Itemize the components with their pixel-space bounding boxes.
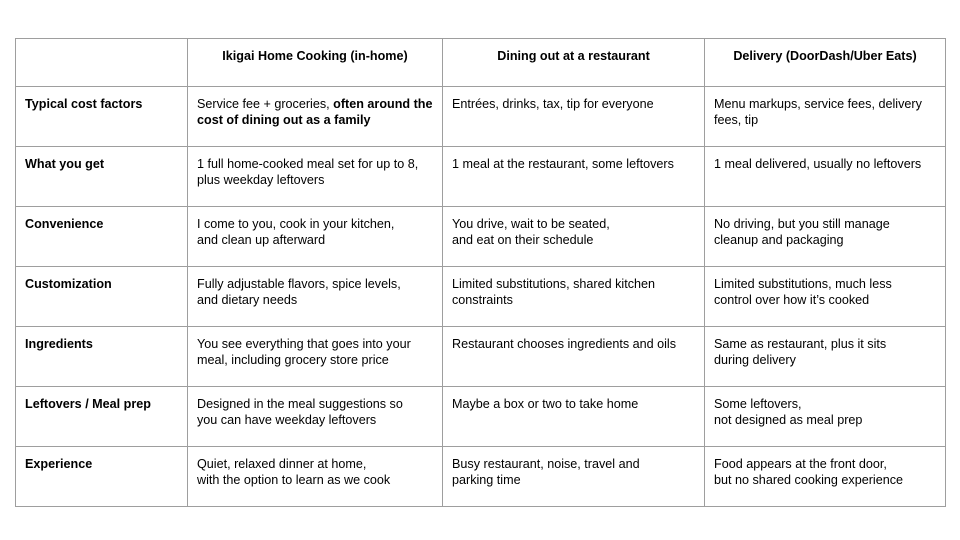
header-delivery: Delivery (DoorDash/Uber Eats) (704, 38, 946, 87)
table-row: Typical cost factors Service fee + groce… (15, 86, 946, 147)
comparison-table: Ikigai Home Cooking (in-home) Dining out… (15, 38, 946, 507)
home-cell: You see everything that goes into your m… (187, 326, 443, 387)
row-label: Experience (15, 446, 188, 507)
home-cell: Designed in the meal suggestions so you … (187, 386, 443, 447)
home-cell: Quiet, relaxed dinner at home, with the … (187, 446, 443, 507)
restaurant-cell: 1 meal at the restaurant, some leftovers (442, 146, 705, 207)
delivery-cell: Food appears at the front door, but no s… (704, 446, 946, 507)
row-label: Customization (15, 266, 188, 327)
table-row: Customization Fully adjustable flavors, … (15, 266, 946, 327)
restaurant-cell: Entrées, drinks, tax, tip for everyone (442, 86, 705, 147)
table-row: Convenience I come to you, cook in your … (15, 206, 946, 267)
restaurant-cell: Busy restaurant, noise, travel and parki… (442, 446, 705, 507)
home-cell: Service fee + groceries, often around th… (187, 86, 443, 147)
row-label: What you get (15, 146, 188, 207)
header-row: Ikigai Home Cooking (in-home) Dining out… (15, 38, 946, 87)
home-cell-bold-text: often around the cost of dining out as a… (197, 97, 433, 127)
delivery-cell: Some leftovers, not designed as meal pre… (704, 386, 946, 447)
restaurant-cell: Limited substitutions, shared kitchen co… (442, 266, 705, 327)
header-empty (15, 38, 188, 87)
home-cell: Fully adjustable flavors, spice levels, … (187, 266, 443, 327)
delivery-cell: Menu markups, service fees, delivery fee… (704, 86, 946, 147)
restaurant-cell: You drive, wait to be seated, and eat on… (442, 206, 705, 267)
header-home-cooking: Ikigai Home Cooking (in-home) (187, 38, 443, 87)
home-cell: I come to you, cook in your kitchen, and… (187, 206, 443, 267)
delivery-cell: No driving, but you still manage cleanup… (704, 206, 946, 267)
home-cell-text: Service fee + groceries, (197, 97, 334, 111)
table-row: What you get 1 full home-cooked meal set… (15, 146, 946, 207)
restaurant-cell: Restaurant chooses ingredients and oils (442, 326, 705, 387)
delivery-cell: Same as restaurant, plus it sits during … (704, 326, 946, 387)
row-label: Leftovers / Meal prep (15, 386, 188, 447)
table-row: Ingredients You see everything that goes… (15, 326, 946, 387)
home-cell: 1 full home-cooked meal set for up to 8,… (187, 146, 443, 207)
row-label: Convenience (15, 206, 188, 267)
row-label: Ingredients (15, 326, 188, 387)
delivery-cell: 1 meal delivered, usually no leftovers (704, 146, 946, 207)
delivery-cell: Limited substitutions, much less control… (704, 266, 946, 327)
header-restaurant: Dining out at a restaurant (442, 38, 705, 87)
table-row: Leftovers / Meal prep Designed in the me… (15, 386, 946, 447)
restaurant-cell: Maybe a box or two to take home (442, 386, 705, 447)
table-row: Experience Quiet, relaxed dinner at home… (15, 446, 946, 507)
row-label: Typical cost factors (15, 86, 188, 147)
